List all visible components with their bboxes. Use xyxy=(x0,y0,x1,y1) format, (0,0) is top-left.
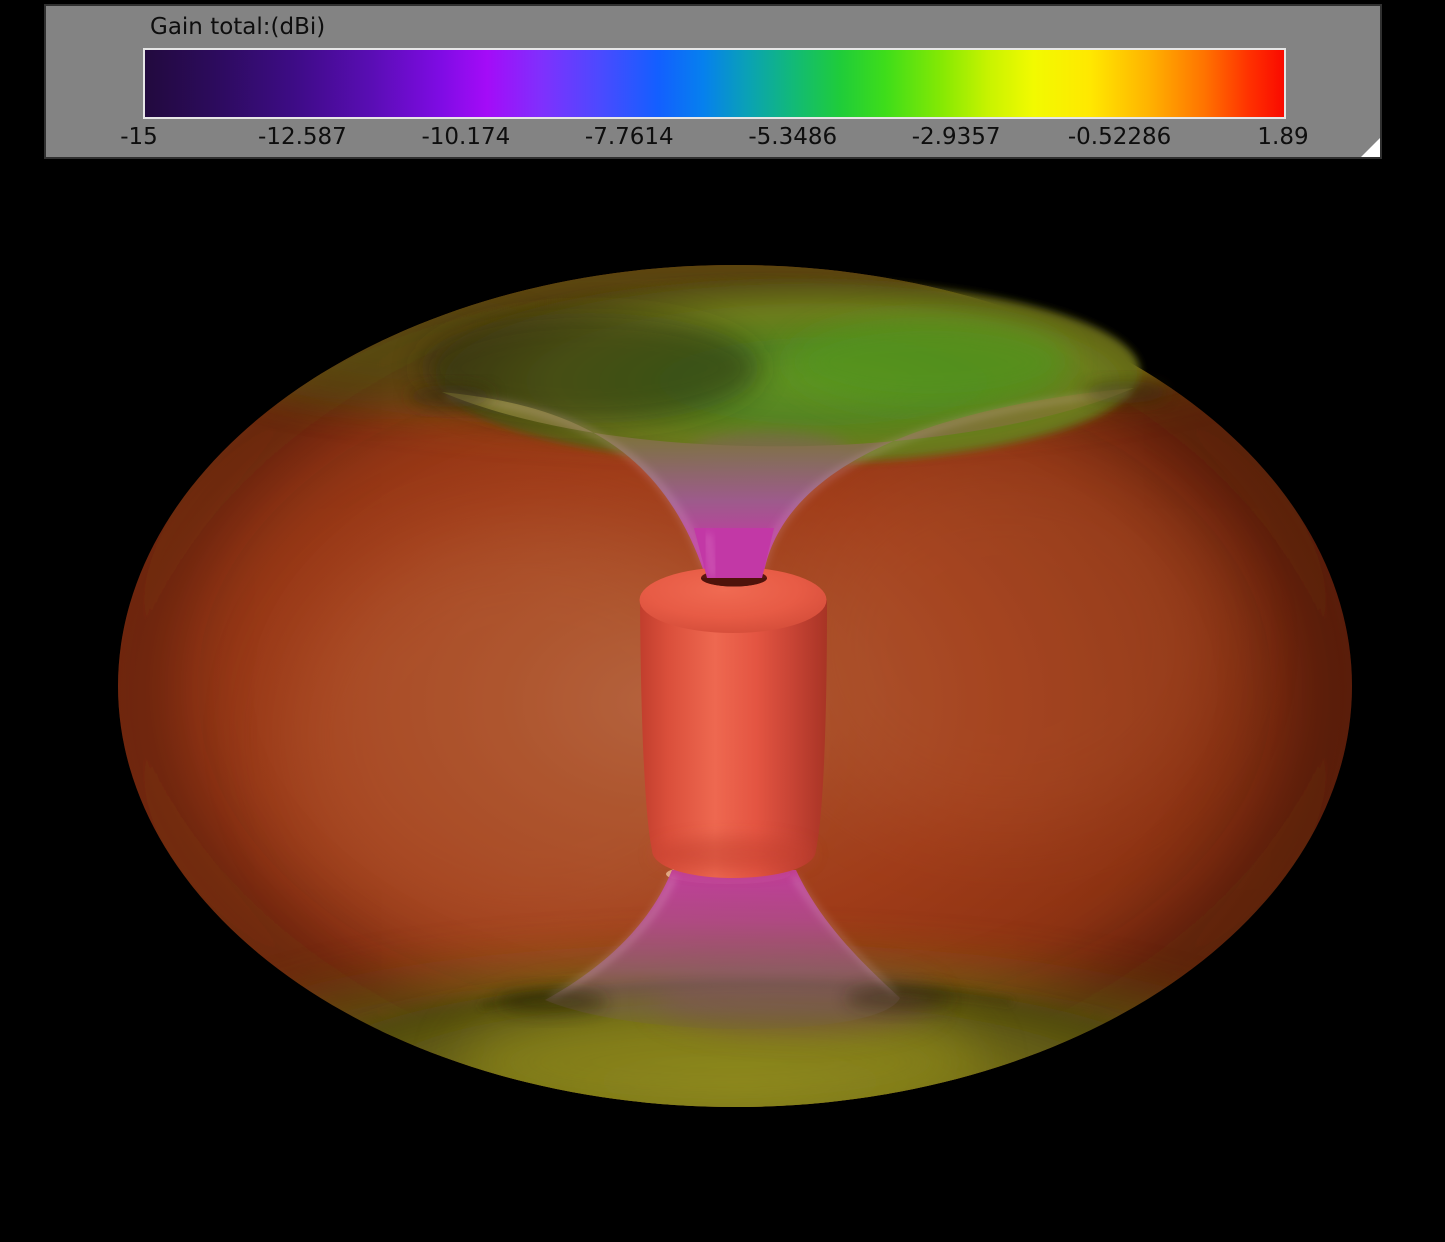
colorbar-legend-panel[interactable]: Gain total:(dBi) -15 -12.587 -10.174 -7.761… xyxy=(44,4,1382,159)
bowl-green-highlight xyxy=(790,317,1070,407)
funnel-left-sheen xyxy=(445,393,709,570)
colorbar xyxy=(143,48,1286,119)
legend-title: Gain total:(dBi) xyxy=(150,14,326,40)
funnel-left-pinch-shadow xyxy=(408,385,492,407)
colorbar-tick: -12.587 xyxy=(258,124,347,150)
colorbar-ticks: -15 -12.587 -10.174 -7.7614 -5.3486 -2.9357 -0… xyxy=(46,124,1380,156)
funnel-right-pinch-shadow xyxy=(1084,381,1168,403)
cone-right-pinch-shadow xyxy=(845,985,955,1011)
colorbar-tick: -15 xyxy=(120,124,158,150)
top-null-funnel xyxy=(408,381,1168,572)
funnel-right-sheen xyxy=(759,389,1131,569)
cone-left-sheen xyxy=(548,875,677,1001)
colorbar-tick: -7.7614 xyxy=(584,124,674,150)
bowl-left-shadow xyxy=(420,313,760,423)
dome-bright-center xyxy=(460,1002,980,1107)
colorbar-tick: 1.89 xyxy=(1257,124,1309,150)
cylinder-top-cap xyxy=(639,567,827,633)
funnel-tube-tip xyxy=(694,528,774,578)
colorbar-tick: -0.52286 xyxy=(1067,124,1172,150)
cone-right-sheen xyxy=(791,874,898,996)
legend-resize-grip[interactable] xyxy=(1361,138,1380,157)
colorbar-tick: -10.174 xyxy=(421,124,511,150)
antenna-cylinder xyxy=(639,528,827,878)
hole-front-rim xyxy=(701,578,767,587)
colorbar-tick: -5.3486 xyxy=(748,124,838,150)
tube-edge-highlight xyxy=(706,533,715,577)
cone-left-pinch-shadow xyxy=(497,989,607,1015)
cylinder-bottom-shading xyxy=(653,837,813,871)
right-lobe-sheen xyxy=(785,455,1225,835)
colorbar-tick: -2.9357 xyxy=(911,124,1001,150)
bottom-null-funnel xyxy=(497,870,955,1030)
